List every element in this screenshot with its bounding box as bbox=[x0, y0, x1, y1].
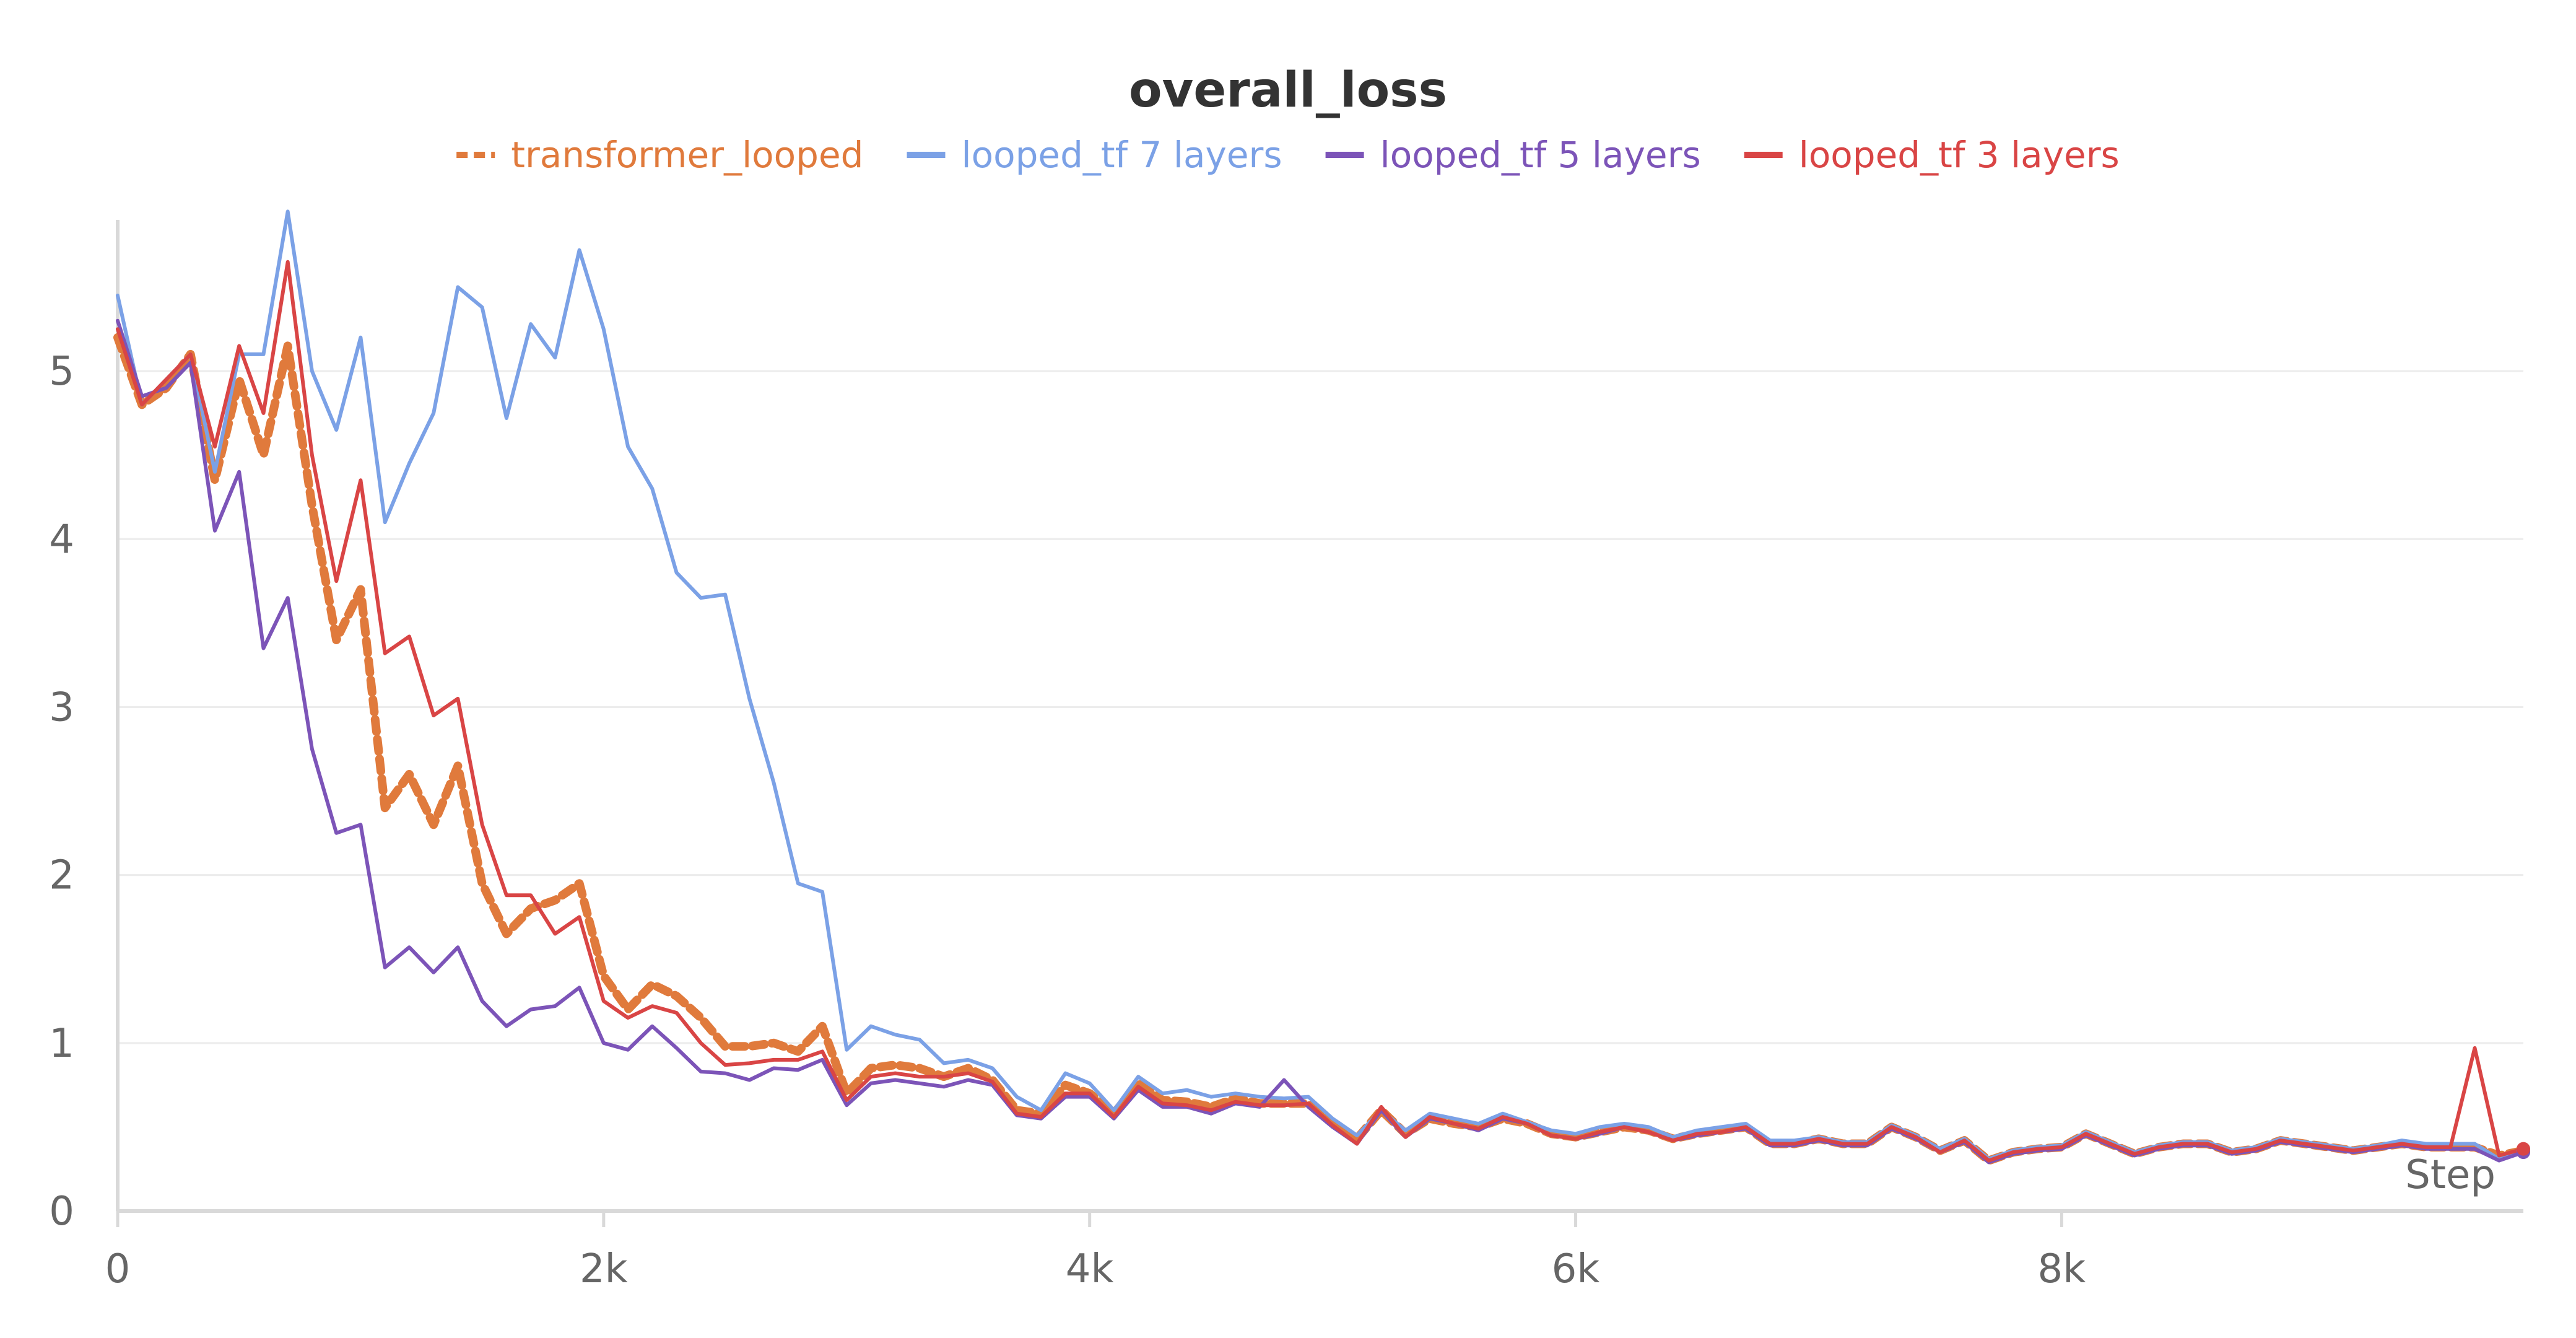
y-tick-label: 1 bbox=[49, 1021, 74, 1067]
y-tick-label: 4 bbox=[49, 517, 74, 562]
legend-label: transformer_looped bbox=[511, 134, 863, 176]
series-group bbox=[113, 209, 2530, 1165]
series-line-3 bbox=[116, 260, 2525, 1163]
chart-title: overall_loss bbox=[1129, 63, 1447, 118]
grid bbox=[118, 370, 2523, 1044]
legend-label: looped_tf 3 layers bbox=[1799, 134, 2120, 176]
y-tick-label: 5 bbox=[49, 349, 74, 395]
series-line-1 bbox=[116, 209, 2525, 1161]
legend-label: looped_tf 5 layers bbox=[1380, 134, 1701, 176]
x-tick-label: 4k bbox=[1066, 1246, 1114, 1292]
x-tick-label: 0 bbox=[105, 1246, 131, 1292]
series-end-point-3 bbox=[2517, 1142, 2530, 1156]
legend-item-1[interactable]: looped_tf 7 layers bbox=[907, 134, 1282, 176]
legend: transformer_looped looped_tf 7 layers loop… bbox=[456, 134, 2120, 176]
legend-label: looped_tf 7 layers bbox=[962, 134, 1282, 176]
x-tick-label: 6k bbox=[1552, 1246, 1600, 1292]
y-tick-label: 2 bbox=[49, 853, 74, 899]
axes: 0 1 2 3 4 5 0 2k 4k 6k 8k bbox=[49, 220, 2523, 1292]
y-tick-label: 3 bbox=[49, 684, 74, 730]
x-axis-label: Step bbox=[2405, 1152, 2496, 1198]
series-line-2 bbox=[116, 318, 2525, 1165]
x-tick-label: 8k bbox=[2038, 1246, 2086, 1292]
y-tick-label: 0 bbox=[49, 1189, 74, 1235]
legend-item-0[interactable]: transformer_looped bbox=[456, 134, 863, 176]
x-tick-label: 2k bbox=[580, 1246, 628, 1292]
legend-item-3[interactable]: looped_tf 3 layers bbox=[1744, 134, 2120, 176]
series-line-0 bbox=[113, 333, 2528, 1165]
legend-item-2[interactable]: looped_tf 5 layers bbox=[1325, 134, 1701, 176]
